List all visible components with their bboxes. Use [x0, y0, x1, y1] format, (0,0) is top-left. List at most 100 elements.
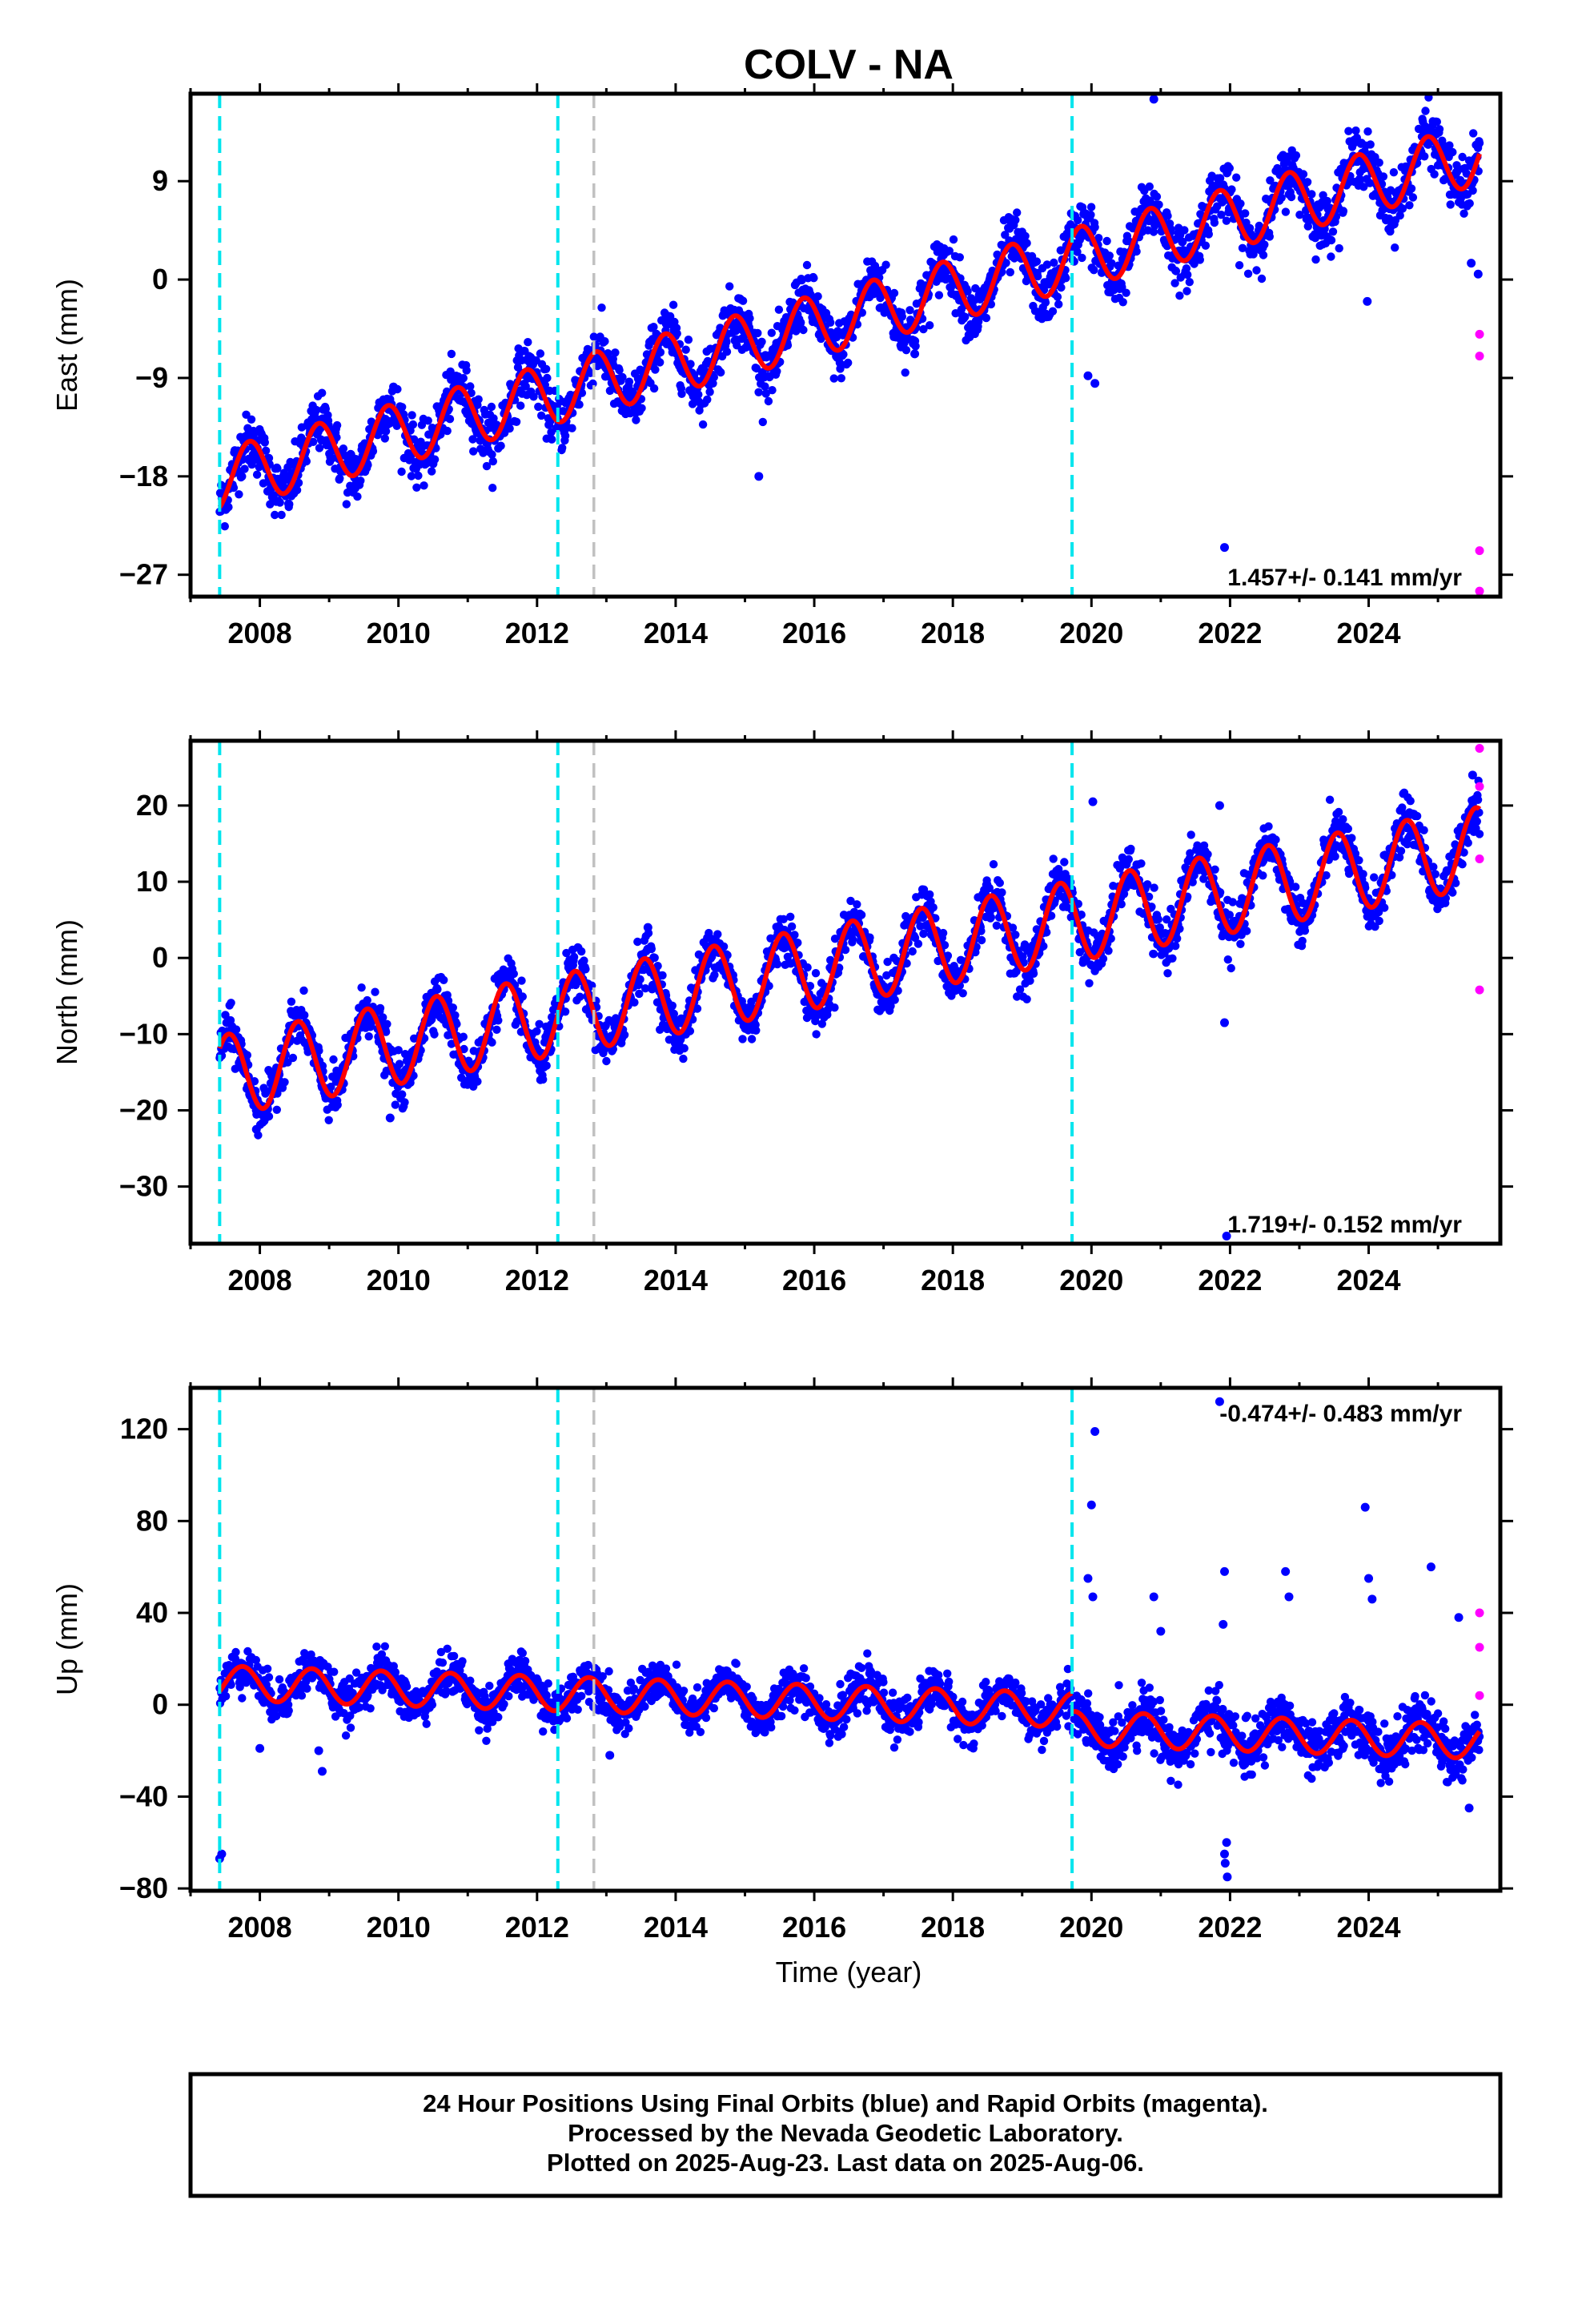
- east-final-point: [414, 471, 423, 480]
- east-final-point: [600, 337, 609, 346]
- east-final-point: [802, 260, 812, 270]
- north-final-point: [1464, 838, 1472, 847]
- east-final-point: [529, 392, 538, 401]
- east-final-point: [1391, 243, 1399, 252]
- east-final-point: [397, 467, 406, 476]
- east-final-point: [1090, 266, 1098, 275]
- east-final-point: [424, 416, 432, 425]
- east-final-point: [1235, 261, 1244, 270]
- east-final-point: [649, 323, 658, 332]
- north-final-outlier: [385, 1113, 395, 1123]
- east-final-point: [266, 500, 275, 509]
- north-final-point: [539, 1075, 548, 1084]
- east-final-point: [608, 355, 617, 364]
- east-final-point: [541, 364, 551, 373]
- north-final-point: [992, 921, 1002, 931]
- east-final-point: [768, 386, 777, 395]
- east-final-point: [1048, 307, 1058, 316]
- east-final-point: [252, 470, 262, 479]
- chart-title: COLV - NA: [744, 42, 954, 88]
- east-final-point: [445, 415, 455, 424]
- north-final-outlier: [1215, 801, 1224, 810]
- east-plot-area: [215, 94, 1484, 597]
- east-final-point: [332, 420, 342, 430]
- east-final-point: [560, 432, 570, 440]
- east-final-point: [408, 411, 416, 420]
- east-final-point: [949, 235, 958, 244]
- east-final-point: [247, 415, 256, 424]
- east-final-point: [1183, 270, 1192, 279]
- east-final-point: [1118, 283, 1126, 292]
- east-final-point: [1232, 173, 1241, 182]
- north-rapid-point: [1475, 985, 1484, 995]
- north-final-outlier: [1219, 1018, 1229, 1027]
- east-final-point: [534, 402, 543, 412]
- north-final-point: [1223, 955, 1233, 964]
- east-final-point: [1154, 200, 1163, 209]
- north-final-point: [1325, 795, 1335, 804]
- north-final-point: [569, 952, 579, 962]
- east-final-point: [624, 377, 634, 386]
- east-final-point: [1245, 223, 1255, 233]
- north-final-point: [713, 930, 722, 939]
- east-final-point: [568, 424, 576, 432]
- north-final-point: [1126, 844, 1135, 854]
- east-final-point: [1375, 158, 1383, 167]
- east-final-point: [235, 490, 243, 499]
- north-final-point: [848, 935, 857, 944]
- east-final-point: [512, 417, 521, 426]
- east-final-point: [537, 411, 546, 420]
- north-final-point: [650, 953, 659, 963]
- east-rapid-points: [1475, 329, 1484, 596]
- north-final-point: [532, 1027, 541, 1036]
- north-final-point: [459, 1032, 468, 1041]
- east-final-point: [817, 334, 825, 344]
- east-final-point: [261, 446, 271, 455]
- north-final-point: [364, 1032, 373, 1041]
- north-final-point: [1022, 995, 1031, 1004]
- east-final-point: [586, 368, 595, 377]
- east-final-outlier: [910, 349, 920, 359]
- north-final-point: [1406, 797, 1415, 806]
- east-final-point: [1389, 168, 1399, 177]
- east-final-point: [703, 395, 712, 404]
- east-final-point: [1002, 259, 1010, 267]
- east-final-point: [466, 382, 475, 391]
- east-final-point: [558, 444, 567, 452]
- east-final-point: [1339, 207, 1348, 215]
- north-final-point: [576, 992, 584, 1001]
- north-final-point: [375, 1003, 385, 1013]
- east-final-point: [844, 358, 853, 368]
- east-final-point: [618, 372, 627, 382]
- east-final-point: [1277, 193, 1286, 203]
- east-final-point: [292, 485, 302, 495]
- north-final-point: [1331, 852, 1339, 861]
- east-final-point: [955, 253, 965, 262]
- north-final-point: [1300, 927, 1310, 935]
- east-final-point: [1042, 260, 1052, 269]
- east-final-point: [443, 426, 452, 436]
- north-final-point: [433, 985, 442, 994]
- east-final-point: [1327, 252, 1335, 261]
- east-final-point: [1050, 258, 1058, 267]
- east-final-point: [548, 435, 556, 444]
- east-final-point: [1201, 241, 1211, 250]
- east-final-point: [1215, 174, 1225, 183]
- east-final-point: [758, 417, 767, 427]
- east-final-point: [1469, 129, 1478, 138]
- east-final-point: [335, 474, 344, 483]
- north-final-point: [1137, 859, 1146, 868]
- east-final-point: [1430, 170, 1439, 179]
- north-final-point: [1375, 916, 1383, 926]
- north-final-point: [324, 1116, 333, 1125]
- east-final-point: [797, 275, 806, 285]
- east-final-point: [488, 484, 497, 493]
- east-final-point: [1299, 170, 1308, 179]
- east-final-point: [1465, 199, 1474, 208]
- east-x-tick-label: 2024: [1336, 617, 1400, 649]
- east-rapid-point: [1475, 352, 1484, 361]
- north-final-point: [448, 1003, 457, 1012]
- north-final-point: [853, 900, 861, 909]
- east-final-point: [309, 437, 318, 446]
- north-final-point: [577, 947, 586, 956]
